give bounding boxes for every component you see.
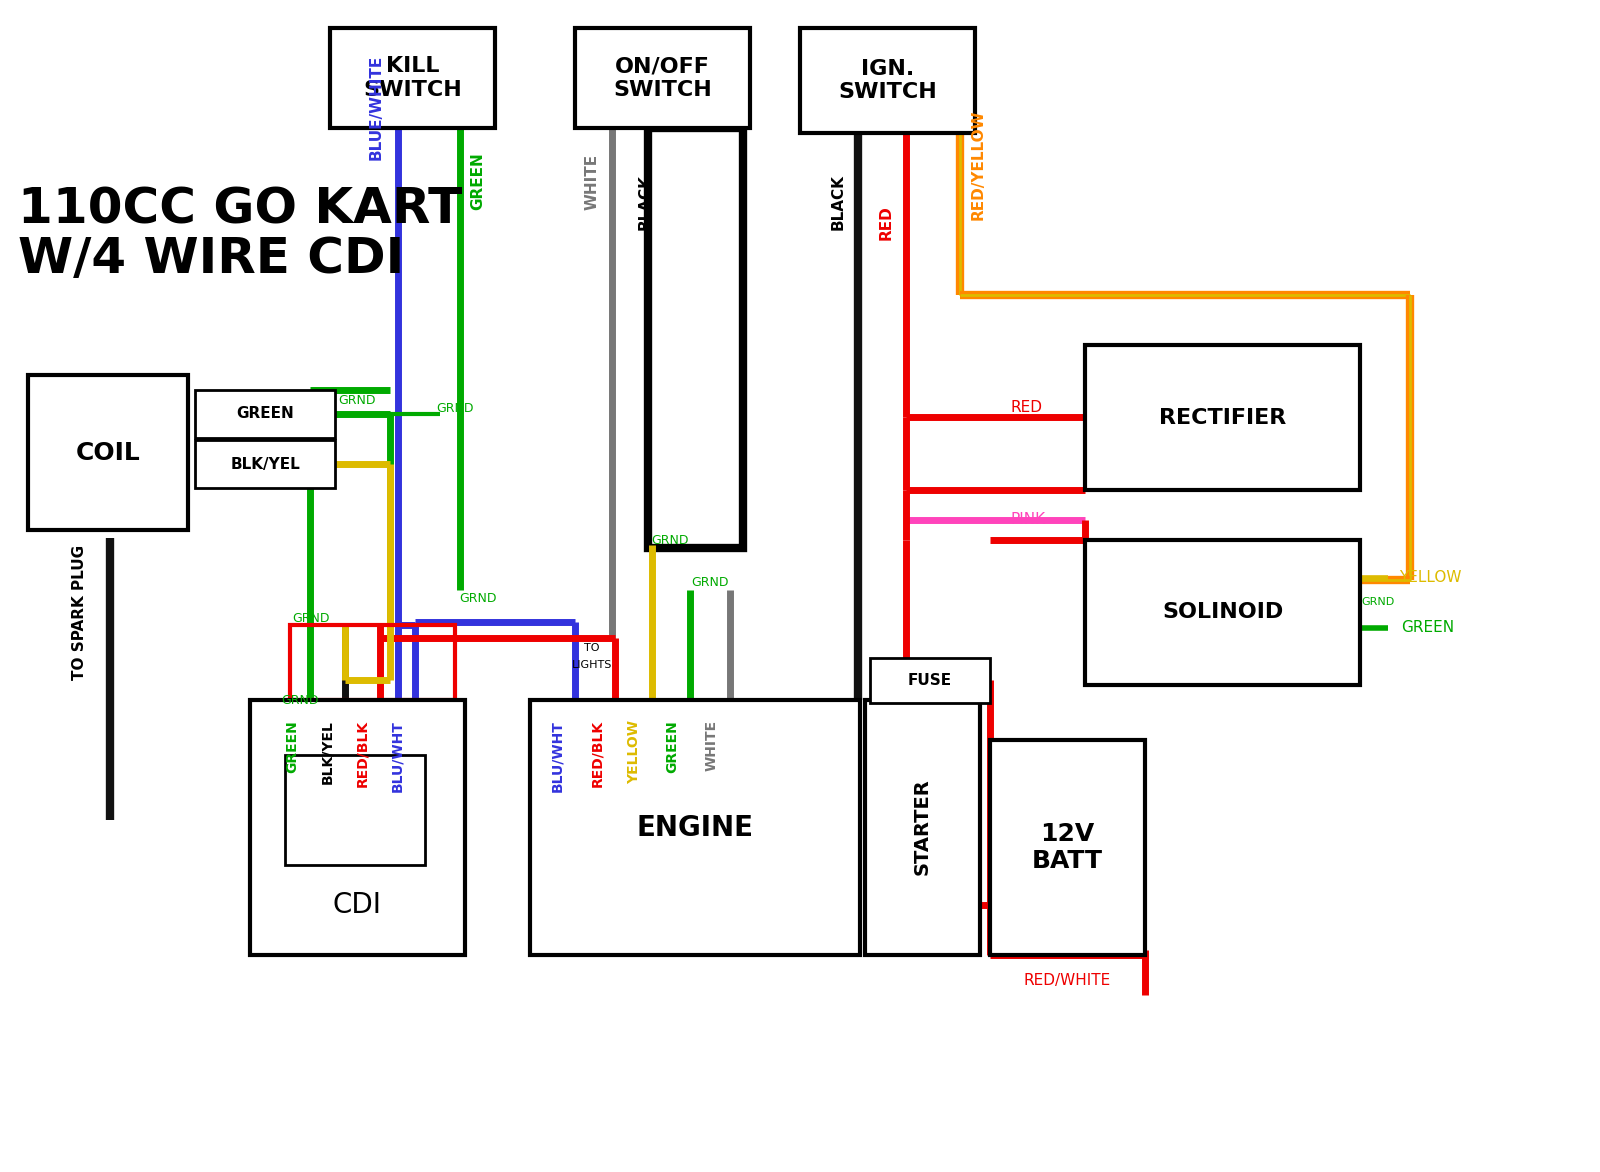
Text: RED/YELLOW: RED/YELLOW [971, 109, 986, 220]
Bar [290, 625, 454, 700]
Text: RED: RED [878, 205, 893, 240]
Text: GREEN: GREEN [1402, 620, 1454, 635]
Text: YELLOW: YELLOW [1398, 571, 1461, 586]
Text: TO SPARK PLUG: TO SPARK PLUG [72, 545, 88, 680]
Text: BLACK: BLACK [637, 175, 653, 230]
Text: BLK/YEL: BLK/YEL [230, 457, 299, 471]
Text: RECTIFIER: RECTIFIER [1158, 408, 1286, 428]
Text: GREEN: GREEN [666, 720, 678, 772]
Text: GREEN: GREEN [470, 152, 485, 210]
Text: RED/BLK: RED/BLK [590, 720, 605, 788]
Text: GRND: GRND [651, 533, 688, 546]
Bar [330, 28, 494, 128]
Text: WHITE: WHITE [584, 154, 600, 210]
Text: TO: TO [584, 643, 600, 653]
Text: KILL
SWITCH: KILL SWITCH [363, 56, 462, 100]
Text: GREEN: GREEN [285, 720, 299, 772]
Text: YELLOW: YELLOW [627, 720, 642, 784]
Bar [1085, 345, 1360, 490]
Bar [990, 740, 1146, 955]
Text: GRND: GRND [691, 575, 728, 588]
Text: GREEN: GREEN [237, 407, 294, 422]
Bar [530, 700, 861, 955]
Bar [648, 128, 742, 548]
Text: LIGHTS: LIGHTS [571, 660, 613, 670]
Text: GRND: GRND [459, 592, 496, 605]
Text: ENGINE: ENGINE [637, 813, 754, 841]
Bar [250, 700, 466, 955]
Text: GRND: GRND [338, 394, 376, 407]
Bar [800, 28, 974, 132]
Text: CDI: CDI [333, 891, 381, 919]
Bar [195, 440, 334, 488]
Bar [866, 700, 979, 955]
Text: GRND: GRND [437, 402, 474, 416]
Text: FUSE: FUSE [907, 673, 952, 688]
Bar [195, 390, 334, 438]
Text: GRND: GRND [282, 694, 318, 707]
Text: IGN.
SWITCH: IGN. SWITCH [838, 59, 938, 102]
Text: PINK: PINK [1010, 512, 1045, 527]
Bar [285, 755, 426, 865]
Text: RED: RED [1010, 401, 1042, 416]
Text: 110CC GO KART
W/4 WIRE CDI: 110CC GO KART W/4 WIRE CDI [18, 185, 462, 282]
Text: RED/BLK: RED/BLK [355, 720, 370, 788]
Text: RED/WHITE: RED/WHITE [1024, 973, 1110, 988]
Bar [574, 28, 750, 128]
Text: STARTER: STARTER [912, 778, 931, 875]
Text: BLU/WHT: BLU/WHT [550, 720, 563, 792]
Bar [870, 657, 990, 703]
Text: BLU/WHT: BLU/WHT [390, 720, 403, 792]
Text: SOLINOID: SOLINOID [1162, 602, 1283, 622]
Text: 12V
BATT: 12V BATT [1032, 822, 1102, 873]
Text: COIL: COIL [75, 441, 141, 464]
Text: BLK/YEL: BLK/YEL [320, 720, 334, 784]
Text: BLACK: BLACK [830, 175, 845, 230]
Text: GRND: GRND [1362, 597, 1395, 607]
Bar [1085, 540, 1360, 684]
Text: BLUE/WHITE: BLUE/WHITE [368, 55, 384, 161]
Text: ON/OFF
SWITCH: ON/OFF SWITCH [613, 56, 712, 100]
Bar [29, 375, 189, 530]
Text: GRND: GRND [291, 612, 330, 625]
Text: WHITE: WHITE [706, 720, 718, 771]
